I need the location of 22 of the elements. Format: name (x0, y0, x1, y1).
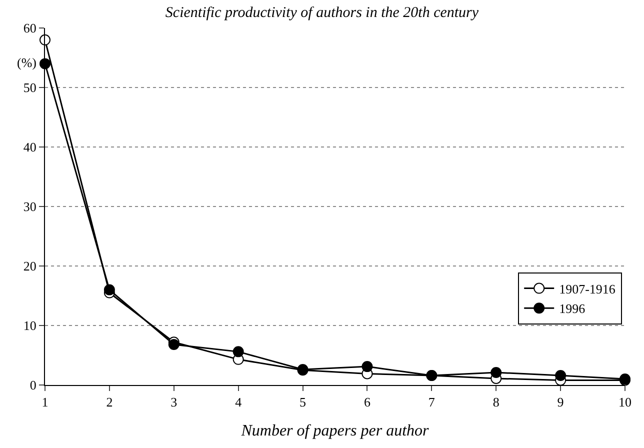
y-tick-label: 60 (23, 20, 36, 36)
x-tick-label: 8 (492, 394, 500, 410)
y-tick-label: 20 (23, 258, 36, 274)
y-tick-label: 30 (23, 199, 36, 214)
y-axis-title: (%) (17, 55, 36, 70)
x-tick-label: 4 (235, 394, 242, 410)
x-tick-label: 9 (557, 394, 564, 410)
y-tick-label: 50 (23, 80, 36, 96)
x-tick-label: 6 (364, 394, 371, 410)
legend-label: 1907-1916 (559, 281, 616, 296)
x-tick-label: 10 (618, 394, 632, 410)
legend-label: 1996 (559, 301, 586, 316)
y-tick-label: 0 (30, 378, 36, 393)
x-axis-title: Number of papers per author (240, 422, 430, 440)
chart-title: Scientific productivity of authors in the 20th century (165, 5, 479, 22)
y-tick-label: 10 (23, 318, 36, 334)
x-tick-label: 2 (106, 394, 113, 410)
y-tick-label: 40 (23, 140, 36, 155)
x-tick-label: 7 (428, 394, 436, 410)
x-tick-label: 5 (300, 394, 306, 410)
x-tick-label: 1 (42, 394, 48, 410)
x-tick-label: 3 (170, 394, 178, 410)
